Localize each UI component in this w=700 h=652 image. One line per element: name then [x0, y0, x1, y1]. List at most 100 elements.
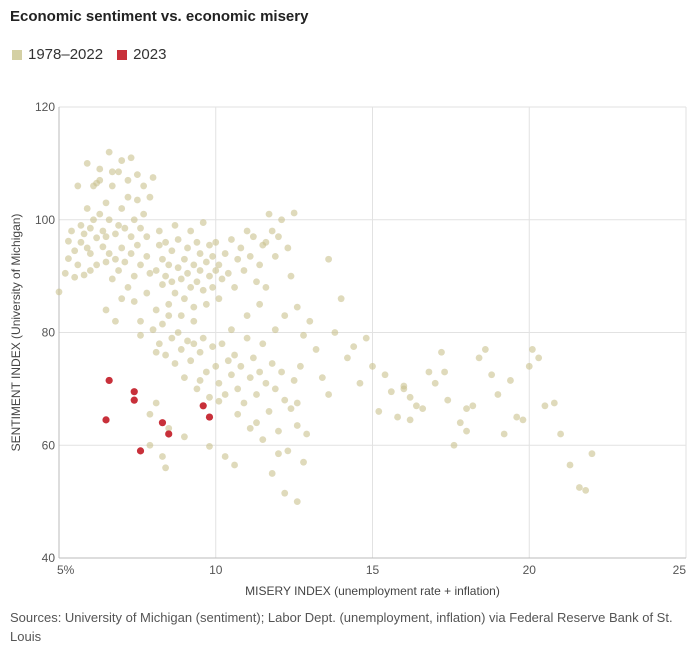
- x-tick-label: 15: [366, 563, 380, 577]
- data-point-historical: [193, 238, 201, 246]
- data-point-historical: [121, 224, 129, 232]
- data-point-historical: [159, 255, 166, 263]
- data-point-historical: [228, 371, 235, 379]
- data-point-historical: [171, 221, 179, 229]
- data-point-historical: [296, 362, 304, 370]
- data-point-historical: [71, 273, 79, 281]
- data-point-historical: [177, 312, 185, 319]
- data-point-historical: [212, 267, 220, 274]
- data-point-historical: [83, 159, 91, 167]
- data-point-historical: [61, 269, 69, 277]
- data-point-historical: [206, 241, 213, 249]
- data-point-historical: [130, 298, 138, 305]
- data-point-historical: [221, 250, 229, 257]
- data-point-historical: [140, 210, 148, 218]
- data-point-historical: [481, 346, 489, 353]
- data-point-historical: [312, 346, 320, 353]
- data-point-historical: [249, 354, 257, 362]
- data-point-historical: [93, 179, 101, 187]
- data-point-historical: [118, 205, 126, 212]
- data-point-historical: [202, 258, 210, 266]
- data-point-historical: [271, 326, 279, 334]
- data-point-historical: [535, 354, 543, 362]
- data-point-historical: [93, 261, 101, 269]
- data-point-historical: [237, 244, 245, 252]
- data-point-historical: [199, 286, 207, 294]
- data-point-historical: [513, 413, 521, 421]
- data-point-historical: [146, 410, 154, 418]
- data-point-historical: [152, 267, 160, 274]
- data-point-historical: [221, 453, 229, 460]
- data-point-historical: [541, 402, 549, 410]
- data-point-historical: [441, 368, 449, 376]
- data-point-historical: [108, 168, 116, 176]
- data-point-historical: [199, 219, 207, 226]
- legend-item-historical: 1978–2022: [12, 46, 103, 63]
- data-point-historical: [246, 424, 254, 432]
- data-point-historical: [165, 424, 173, 432]
- y-tick-label: 60: [42, 438, 56, 452]
- data-point-historical: [108, 275, 116, 283]
- data-point-historical: [356, 379, 364, 387]
- data-point-historical: [184, 337, 191, 345]
- data-point-historical: [196, 377, 204, 384]
- data-point-historical: [400, 382, 408, 390]
- data-point-historical: [463, 405, 470, 413]
- source-note: Sources: University of Michigan (sentime…: [10, 610, 673, 644]
- data-point-historical: [215, 397, 223, 405]
- data-point-historical: [149, 174, 157, 181]
- data-point-historical: [218, 340, 226, 348]
- data-point-historical: [406, 416, 414, 424]
- data-point-historical: [215, 261, 223, 269]
- data-point-historical: [118, 157, 126, 164]
- data-point-historical: [112, 230, 119, 238]
- data-point-historical: [80, 271, 88, 279]
- data-point-historical: [231, 461, 238, 469]
- data-point-historical: [171, 289, 179, 297]
- data-point-historical: [246, 374, 254, 381]
- data-point-historical: [350, 343, 358, 350]
- data-point-historical: [293, 422, 301, 429]
- data-point-historical: [115, 168, 122, 176]
- data-point-historical: [234, 385, 242, 393]
- data-point-historical: [152, 306, 160, 314]
- data-point-historical: [576, 484, 583, 491]
- data-point-historical: [177, 275, 185, 283]
- data-point-historical: [74, 261, 82, 269]
- data-point-historical: [115, 221, 122, 229]
- data-point-historical: [228, 236, 235, 243]
- data-point-historical: [231, 351, 238, 359]
- data-point-historical: [96, 210, 104, 218]
- data-point-historical: [281, 489, 289, 497]
- data-point-historical: [290, 377, 298, 384]
- data-point-historical: [90, 216, 97, 224]
- data-point-historical: [231, 284, 238, 291]
- x-tick-label: 10: [209, 563, 223, 577]
- data-point-historical: [202, 368, 210, 376]
- data-point-historical: [259, 340, 267, 348]
- y-axis-label: SENTIMENT INDEX (University of Michigan): [9, 214, 23, 452]
- data-point-historical: [55, 288, 63, 296]
- data-point-historical: [80, 230, 88, 238]
- data-point-historical: [300, 331, 307, 339]
- data-point-historical: [162, 272, 169, 280]
- data-point-historical: [256, 368, 264, 376]
- data-point-historical: [137, 317, 144, 325]
- data-point-historical: [525, 362, 533, 370]
- data-point-historical: [268, 360, 276, 367]
- data-point-historical: [181, 433, 188, 441]
- data-point-historical: [325, 391, 333, 398]
- data-point-historical: [190, 303, 198, 311]
- data-point-historical: [278, 368, 285, 376]
- data-point-historical: [588, 450, 596, 458]
- data-point-historical: [293, 399, 301, 407]
- data-point-2023: [165, 430, 173, 438]
- data-point-historical: [162, 464, 169, 472]
- data-point-historical: [300, 458, 307, 466]
- data-point-2023: [136, 447, 145, 455]
- data-point-historical: [265, 408, 273, 415]
- data-point-historical: [566, 461, 574, 469]
- data-point-historical: [190, 340, 198, 348]
- data-point-historical: [83, 205, 91, 212]
- data-point-historical: [152, 348, 160, 356]
